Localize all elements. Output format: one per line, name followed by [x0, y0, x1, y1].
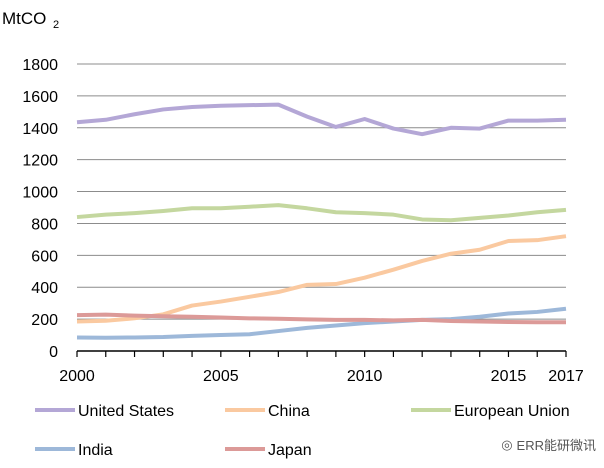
- y-tick-label: 400: [31, 280, 58, 297]
- legend-label: United States: [78, 403, 174, 420]
- series-line-japan: [76, 312, 566, 325]
- legend-label: European Union: [454, 403, 570, 420]
- y-tick-label: 1000: [22, 185, 58, 202]
- x-tick-label: 2015: [491, 368, 527, 385]
- series-line-european-union: [76, 203, 567, 223]
- series-line-united-states: [76, 102, 567, 137]
- y-tick-label: 0: [49, 344, 58, 361]
- legend-label: Japan: [268, 442, 312, 459]
- y-tick-label: 800: [31, 216, 58, 233]
- x-tick-label: 2005: [203, 368, 239, 385]
- wechat-icon: ◎: [501, 436, 513, 452]
- y-tick-label: 1200: [22, 153, 58, 170]
- y-tick-label: 1600: [22, 89, 58, 106]
- y-tick-label: 1400: [22, 121, 58, 138]
- y-axis-label-subscript: 2: [53, 19, 59, 31]
- y-tick-label: 200: [31, 312, 58, 329]
- y-tick-label: 1800: [22, 57, 58, 74]
- x-tick-label: 2017: [548, 368, 584, 385]
- x-tick-label: 2010: [347, 368, 383, 385]
- series-line-india: [76, 306, 567, 340]
- x-tick-label: 2000: [59, 368, 95, 385]
- series-line-china: [76, 234, 567, 324]
- watermark: ◎ ERR能研微讯: [501, 436, 596, 454]
- y-tick-label: 600: [31, 248, 58, 265]
- legend-label: India: [78, 442, 113, 459]
- legend-label: China: [268, 403, 310, 420]
- y-axis-label: MtCO: [2, 9, 46, 28]
